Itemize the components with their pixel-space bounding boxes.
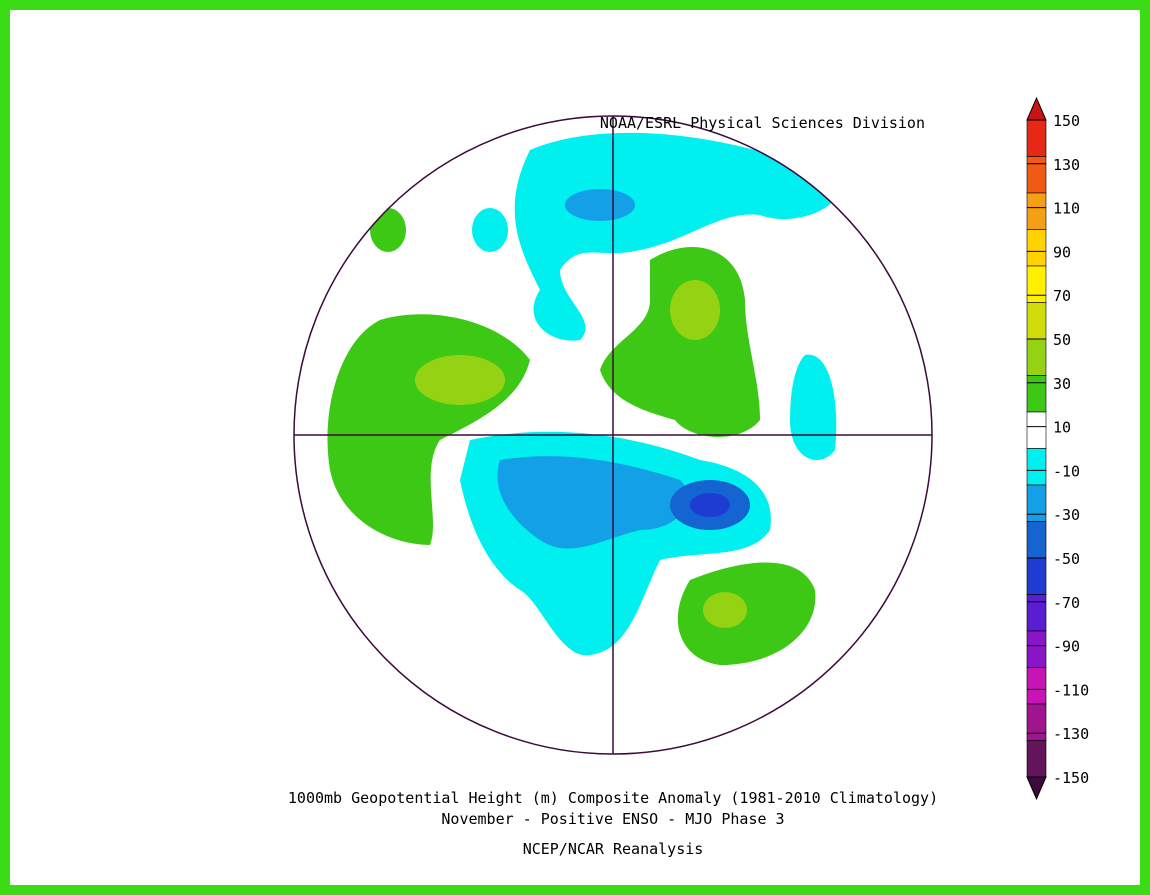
map-subtitle: November - Positive ENSO - MJO Phase 3 bbox=[441, 810, 784, 828]
colorbar-label: -110 bbox=[1053, 681, 1089, 699]
negative-anomaly bbox=[514, 132, 839, 341]
positive-anomaly bbox=[600, 247, 760, 437]
colorbar-box bbox=[1026, 667, 1047, 705]
anomaly-fields bbox=[294, 116, 932, 754]
colorbar-label: -70 bbox=[1053, 594, 1080, 612]
colorbar-label: -90 bbox=[1053, 638, 1080, 656]
colorbar-label: -50 bbox=[1053, 550, 1080, 568]
colorbar-triangle bbox=[1026, 96, 1047, 121]
colorbar-box bbox=[1026, 740, 1047, 778]
colorbar-box bbox=[1026, 338, 1047, 376]
colorbar-box bbox=[1026, 119, 1047, 157]
positive-anomaly bbox=[415, 355, 505, 405]
colorbar-box bbox=[1026, 630, 1047, 668]
globe-outline bbox=[293, 115, 933, 755]
colorbar-label: -130 bbox=[1053, 725, 1089, 743]
negative-anomaly bbox=[565, 189, 635, 221]
credit: NOAA/ESRL Physical Sciences Division bbox=[600, 114, 925, 132]
negative-anomaly bbox=[790, 354, 837, 460]
colorbar-box bbox=[1026, 594, 1047, 632]
colorbar-box bbox=[1026, 302, 1047, 340]
colorbar-box bbox=[1026, 375, 1047, 413]
colorbar: 150 130 110 90 70 50 30 10 -10 -30 -50 -70 -90 -110 -1… bbox=[1026, 96, 1089, 801]
colorbar-label: 110 bbox=[1053, 200, 1080, 218]
colorbar-box bbox=[1026, 484, 1047, 522]
colorbar-label: -30 bbox=[1053, 506, 1080, 524]
colorbar-box bbox=[1026, 265, 1047, 303]
colorbar-label: 90 bbox=[1053, 243, 1071, 261]
colorbar-box bbox=[1026, 557, 1047, 595]
colorbar-label: -150 bbox=[1053, 769, 1089, 787]
colorbar-label: -10 bbox=[1053, 462, 1080, 480]
colorbar-box bbox=[1026, 411, 1047, 449]
negative-anomaly bbox=[690, 493, 730, 517]
colorbar-box bbox=[1026, 703, 1047, 741]
map-title: 1000mb Geopotential Height (m) Composite… bbox=[288, 789, 938, 807]
positive-anomaly bbox=[670, 280, 720, 340]
colorbar-box bbox=[1026, 521, 1047, 559]
negative-anomaly bbox=[497, 456, 688, 549]
colorbar-label: 10 bbox=[1053, 419, 1071, 437]
colorbar-label: 150 bbox=[1053, 112, 1080, 130]
colorbar-triangle bbox=[1026, 776, 1047, 801]
colorbar-label: 30 bbox=[1053, 375, 1071, 393]
positive-anomaly bbox=[703, 592, 747, 628]
colorbar-box bbox=[1026, 192, 1047, 230]
colorbar-label: 50 bbox=[1053, 331, 1071, 349]
positive-anomaly bbox=[677, 562, 816, 665]
positive-anomaly bbox=[370, 208, 406, 252]
source: NCEP/NCAR Reanalysis bbox=[523, 840, 704, 858]
negative-anomaly bbox=[472, 208, 508, 252]
colorbar-box bbox=[1026, 229, 1047, 267]
colorbar-box bbox=[1026, 156, 1047, 194]
colorbar-label: 70 bbox=[1053, 287, 1071, 305]
colorbar-box bbox=[1026, 448, 1047, 486]
colorbar-label: 130 bbox=[1053, 156, 1080, 174]
